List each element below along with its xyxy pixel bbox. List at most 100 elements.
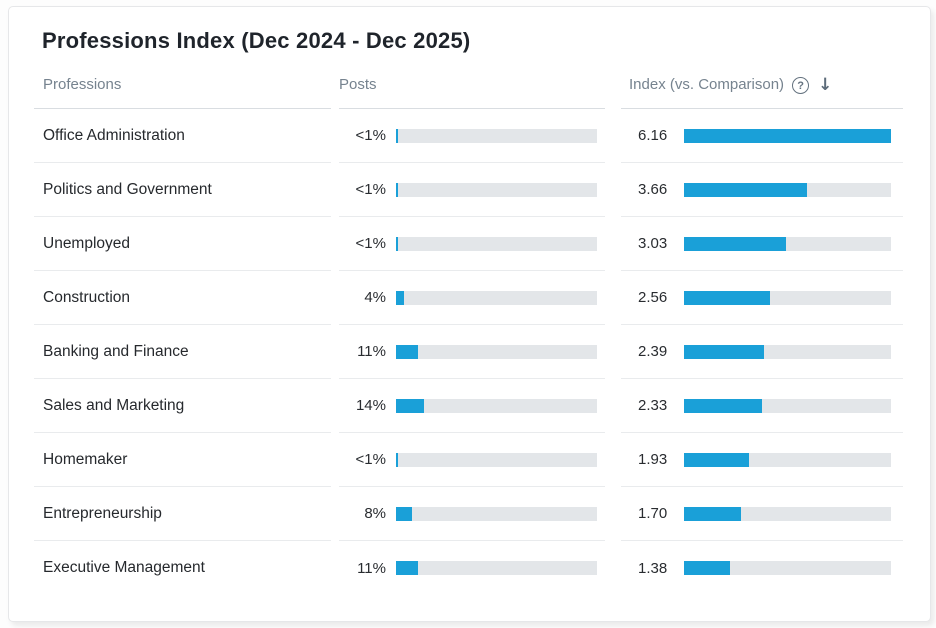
- index-value: 1.93: [638, 451, 668, 468]
- profession-label: Executive Management: [43, 559, 205, 576]
- posts-bar-track: [396, 398, 597, 413]
- posts-cell: 4%: [339, 271, 605, 325]
- index-bar-fill: [684, 452, 749, 467]
- index-cell: 1.93: [621, 433, 903, 487]
- profession-label: Office Administration: [43, 126, 185, 144]
- table-row: Entrepreneurship 8% 1.70: [34, 487, 903, 541]
- table-row: Banking and Finance 11% 2.39: [34, 325, 903, 379]
- posts-value: 4%: [364, 289, 386, 306]
- posts-bar-track: [396, 344, 597, 359]
- posts-value: <1%: [355, 235, 386, 252]
- profession-label: Entrepreneurship: [43, 504, 162, 522]
- index-cell: 2.33: [621, 379, 903, 433]
- index-bar-fill: [684, 290, 771, 305]
- index-value: 1.70: [638, 505, 668, 522]
- table-row: Sales and Marketing 14% 2.33: [34, 379, 903, 433]
- column-header-index-label: Index (vs. Comparison): [629, 76, 785, 93]
- posts-bar-fill: [396, 561, 419, 575]
- posts-bar-fill: [396, 182, 398, 197]
- posts-bar-track: [396, 506, 597, 521]
- index-value: 2.33: [638, 397, 668, 414]
- table-row: Politics and Government <1% 3.66: [34, 163, 903, 217]
- posts-bar-track: [396, 561, 597, 575]
- index-value: 1.38: [638, 559, 668, 577]
- index-bar-fill: [684, 506, 742, 521]
- posts-value: <1%: [355, 181, 386, 198]
- posts-cell: 11%: [339, 541, 605, 595]
- column-header-posts: Posts: [339, 76, 605, 109]
- profession-cell: Sales and Marketing: [34, 379, 331, 433]
- posts-value: 8%: [364, 505, 386, 522]
- index-bar-track: [684, 290, 891, 305]
- table-row: Executive Management 11% 1.38: [34, 541, 903, 595]
- index-bar-fill: [684, 398, 763, 413]
- index-cell: 6.16: [621, 109, 903, 163]
- professions-index-card: Professions Index (Dec 2024 - Dec 2025) …: [8, 6, 931, 622]
- posts-bar-fill: [396, 344, 419, 359]
- index-bar-track: [684, 452, 891, 467]
- index-bar-track: [684, 128, 891, 143]
- profession-cell: Executive Management: [34, 541, 331, 595]
- profession-cell: Homemaker: [34, 433, 331, 487]
- profession-label: Unemployed: [43, 234, 131, 252]
- posts-bar-fill: [396, 506, 413, 521]
- index-bar-fill: [684, 561, 731, 575]
- index-bar-fill: [684, 182, 807, 197]
- table-row: Unemployed <1% 3.03: [34, 217, 903, 271]
- profession-cell: Entrepreneurship: [34, 487, 331, 541]
- index-cell: 1.70: [621, 487, 903, 541]
- profession-cell: Politics and Government: [34, 163, 331, 217]
- index-bar-track: [684, 398, 891, 413]
- index-bar-track: [684, 344, 891, 359]
- index-cell: 3.66: [621, 163, 903, 217]
- posts-value: 11%: [357, 343, 386, 360]
- table-row: Construction 4% 2.56: [34, 271, 903, 325]
- posts-bar-fill: [396, 398, 425, 413]
- posts-value: <1%: [355, 451, 386, 468]
- posts-bar-fill: [396, 236, 398, 251]
- profession-label: Homemaker: [43, 450, 128, 468]
- posts-bar-track: [396, 452, 597, 467]
- index-value: 2.56: [638, 289, 668, 306]
- posts-bar-track: [396, 290, 597, 305]
- posts-bar-fill: [396, 452, 398, 467]
- professions-table: Professions Posts Index (vs. Comparison)…: [34, 76, 903, 595]
- index-value: 6.16: [638, 127, 668, 144]
- index-bar-track: [684, 561, 891, 575]
- posts-cell: <1%: [339, 217, 605, 271]
- column-header-index[interactable]: Index (vs. Comparison) ? ↓: [621, 76, 903, 109]
- profession-label: Construction: [43, 288, 131, 306]
- profession-label: Banking and Finance: [43, 342, 189, 360]
- posts-value: <1%: [355, 127, 386, 144]
- posts-bar-fill: [396, 290, 405, 305]
- posts-bar-track: [396, 236, 597, 251]
- table-header: Professions Posts Index (vs. Comparison)…: [34, 76, 903, 109]
- help-icon[interactable]: ?: [792, 77, 810, 94]
- table-body: Office Administration <1% 6.16 Politics …: [34, 109, 903, 595]
- sort-descending-icon[interactable]: ↓: [818, 75, 833, 95]
- posts-value: 14%: [355, 397, 386, 414]
- posts-bar-track: [396, 128, 597, 143]
- profession-cell: Unemployed: [34, 217, 331, 271]
- index-value: 3.03: [638, 235, 668, 252]
- index-bar-track: [684, 236, 891, 251]
- index-bar-track: [684, 182, 891, 197]
- table-row: Homemaker <1% 1.93: [34, 433, 903, 487]
- index-cell: 2.56: [621, 271, 903, 325]
- index-value: 3.66: [638, 181, 668, 198]
- index-bar-fill: [684, 128, 891, 143]
- index-bar-track: [684, 506, 891, 521]
- profession-cell: Office Administration: [34, 109, 331, 163]
- index-bar-fill: [684, 236, 786, 251]
- posts-bar-fill: [396, 128, 398, 143]
- posts-cell: <1%: [339, 163, 605, 217]
- profession-cell: Construction: [34, 271, 331, 325]
- profession-label: Sales and Marketing: [43, 396, 185, 414]
- index-cell: 1.38: [621, 541, 903, 595]
- posts-cell: <1%: [339, 109, 605, 163]
- column-header-professions: Professions: [34, 76, 331, 109]
- profession-cell: Banking and Finance: [34, 325, 331, 379]
- posts-cell: 14%: [339, 379, 605, 433]
- index-bar-fill: [684, 344, 765, 359]
- posts-cell: 11%: [339, 325, 605, 379]
